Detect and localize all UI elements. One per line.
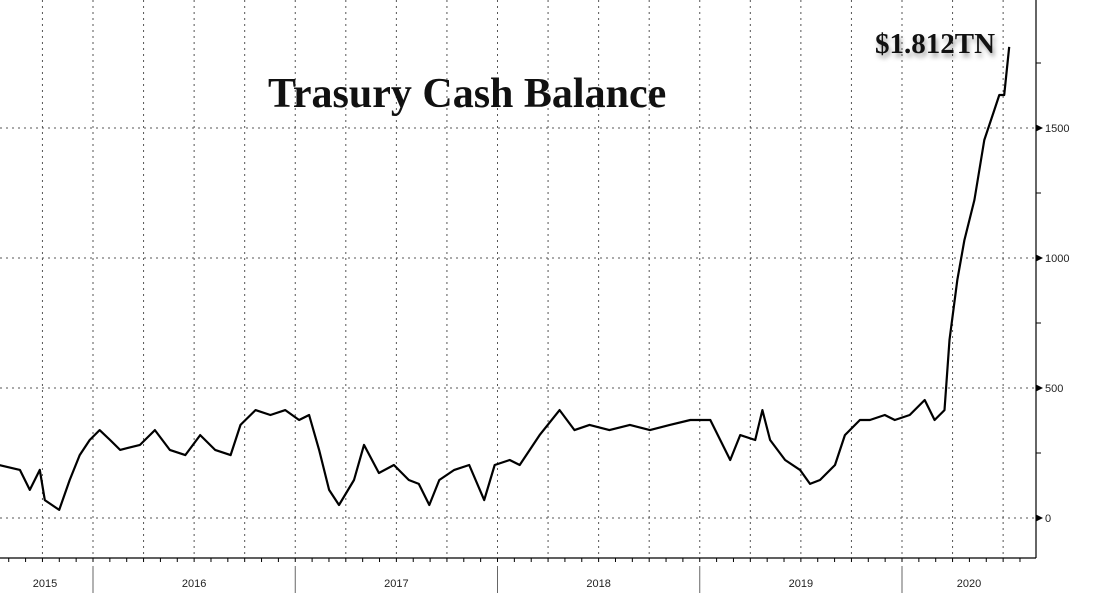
chart-title: Trasury Cash Balance [268,71,667,117]
x-tick-label: 2017 [384,578,408,590]
x-tick-label: 2018 [586,578,610,590]
x-tick-label: 2020 [957,578,981,590]
y-tick-label: 1000 [1045,253,1069,265]
x-tick-label: 2015 [33,578,57,590]
y-tick-marker [1036,124,1043,132]
x-tick-label: 2016 [182,578,206,590]
y-tick-label: 500 [1045,383,1063,395]
x-tick-label: 2019 [789,578,813,590]
grid-lines [0,0,1036,558]
y-tick-label: 0 [1045,513,1051,525]
y-tick-marker [1036,514,1043,522]
y-tick-label: 1500 [1045,123,1069,135]
series-line-cash-balance [0,46,1011,511]
y-tick-marker [1036,384,1043,392]
y-tick-marker [1036,254,1043,262]
last-value-annotation: $1.812TN [875,28,996,60]
axes [0,0,1043,593]
tick-labels: 0 500 1000 1500 2015 2016 2017 2018 2019 2020 [33,123,1070,590]
